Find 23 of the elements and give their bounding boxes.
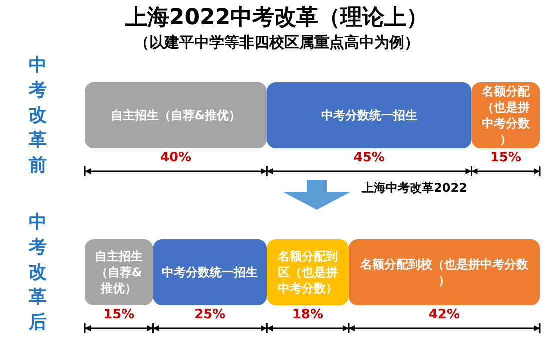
annotation: 上海中考改革2022 <box>361 181 468 195</box>
data-label: 40% <box>160 150 192 166</box>
data-label: 42% <box>428 308 460 322</box>
bar <box>348 240 540 306</box>
series-label: 名额分配（也是拼中考分数） <box>480 84 531 146</box>
bar <box>267 82 472 148</box>
y-tick-label: 中考改革前 <box>28 55 47 176</box>
series-label: 名额分配到校（也是拼中考分数） <box>359 258 530 288</box>
chart-title: 上海2022中考改革（理论上） <box>124 6 429 30</box>
text: 自主招生（自荐&推优） <box>110 108 242 122</box>
y-tick-label: 中考改革后 <box>28 212 47 333</box>
series-label: 中考分数统一招生 <box>162 266 258 280</box>
data-label: 45% <box>354 150 385 166</box>
bar <box>153 240 267 306</box>
bar <box>85 82 267 148</box>
chart-subtitle: （以建平中学等非四校区属重点高中为例） <box>134 34 420 52</box>
data-label: 25% <box>194 308 226 322</box>
series-label: 名额分配到区（也是拼中考分数） <box>276 250 338 296</box>
series-label: 自主招生（自荐&推优） <box>95 250 144 296</box>
data-label: 15% <box>490 150 522 166</box>
data-label: 15% <box>104 308 135 322</box>
data-label: 18% <box>292 308 324 322</box>
text: 中考分数统一招生 <box>321 108 418 122</box>
